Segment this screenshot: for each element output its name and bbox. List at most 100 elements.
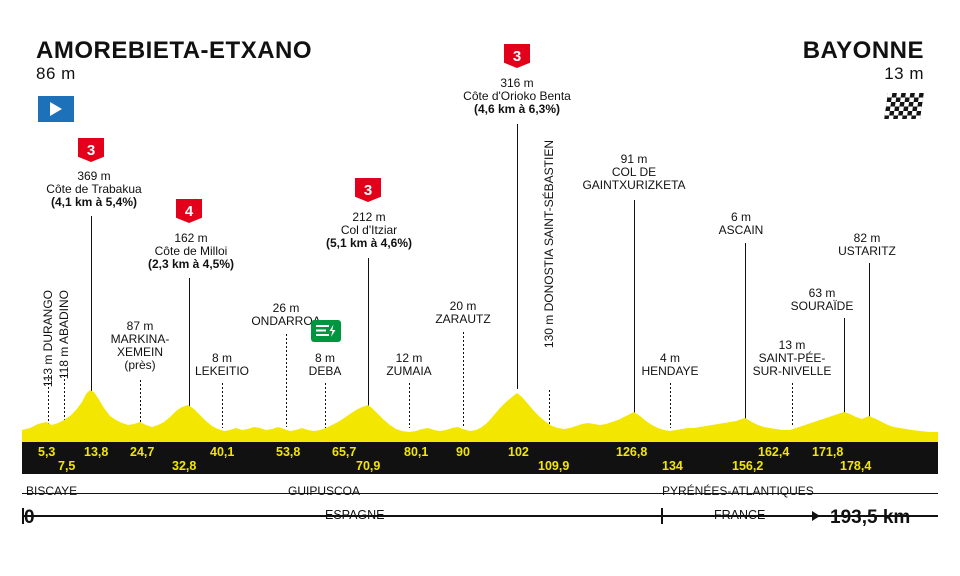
category-chip-itziar-label: 3 [363, 181, 373, 199]
poi-saintpee-name: SAINT-PÉE- [758, 351, 826, 365]
poi-zarautz: 20 m ZARAUTZ [424, 300, 502, 326]
poi-orioko: 316 m Côte d'Orioko Benta (4,6 km à 6,3%… [432, 77, 602, 116]
poi-markina: 87 m MARKINA- XEMEIN (près) [92, 320, 188, 372]
km-marker-53-8: 53,8 [276, 445, 301, 459]
poi-saintpee-name2: SUR-NIVELLE [752, 364, 832, 378]
start-city-block: AMOREBIETA-ETXANO 86 m [36, 38, 312, 84]
poi-orioko-altitude: 316 m [500, 76, 534, 90]
poi-zumaia-altitude: 12 m [395, 351, 423, 365]
distance-scale-line [22, 515, 938, 517]
km-marker-90: 90 [456, 445, 470, 459]
poi-durango-label: 113 m DURANGO [41, 290, 55, 388]
km-marker-80-1: 80,1 [404, 445, 429, 459]
km-marker-40-1: 40,1 [210, 445, 235, 459]
poi-gaintxurizketa-name: COL DE [611, 165, 657, 179]
scale-tick-border [661, 508, 663, 524]
poi-deba-leader [325, 383, 326, 428]
poi-hendaye-name: HENDAYE [641, 364, 699, 378]
poi-souraide-altitude: 63 m [808, 286, 836, 300]
country-espagne: ESPAGNE [325, 508, 385, 522]
scale-start-label: 0 [24, 507, 35, 528]
poi-orioko-spec: (4,6 km à 6,3%) [473, 102, 561, 116]
poi-lekeitio-leader [222, 383, 223, 428]
elevation-profile [0, 380, 960, 442]
category-chip-orioko-label: 3 [512, 47, 522, 65]
poi-zarautz-name: ZARAUTZ [435, 312, 491, 326]
poi-ustaritz-leader [869, 263, 870, 421]
category-chip-itziar: 3 [355, 178, 381, 202]
scale-arrow-icon [812, 511, 820, 521]
poi-itziar: 212 m Col d'Itziar (5,1 km à 4,6%) [290, 211, 448, 250]
poi-hendaye-altitude: 4 m [659, 351, 680, 365]
poi-souraide-leader [844, 318, 845, 422]
poi-lekeitio-name: LEKEITIO [194, 364, 250, 378]
poi-saintpee: 13 m SAINT-PÉE- SUR-NIVELLE [736, 339, 848, 378]
poi-trabakua: 369 m Côte de Trabakua (4,1 km à 5,4%) [10, 170, 178, 209]
poi-ondarroa-name: ONDARROA [251, 314, 321, 328]
poi-deba-name: DEBA [308, 364, 342, 378]
poi-orioko-name: Côte d'Orioko Benta [463, 89, 571, 103]
poi-hendaye-leader [670, 383, 671, 428]
region-pyrenees: PYRÉNÉES-ATLANTIQUES [662, 484, 814, 498]
scale-tick-start [22, 508, 24, 524]
start-city-altitude: 86 m [36, 64, 76, 83]
poi-itziar-altitude: 212 m [352, 210, 386, 224]
km-marker-162-4: 162,4 [758, 445, 790, 459]
km-marker-102: 102 [508, 445, 529, 459]
poi-zumaia-leader [409, 383, 410, 428]
poi-zumaia-name: ZUMAIA [386, 364, 432, 378]
country-france: FRANCE [714, 508, 766, 522]
km-marker-126-8: 126,8 [616, 445, 648, 459]
poi-saintpee-leader [792, 383, 793, 427]
start-city-name: AMOREBIETA-ETXANO [36, 37, 313, 64]
poi-gaintxurizketa-altitude: 91 m [620, 152, 648, 166]
poi-markina-name: MARKINA- [110, 332, 170, 346]
poi-souraide-name: SOURAÏDE [790, 299, 854, 313]
poi-donostia-leader [549, 390, 550, 427]
poi-gaintxurizketa: 91 m COL DE GAINTXURIZKETA [566, 153, 702, 192]
poi-orioko-leader [517, 124, 518, 389]
poi-gaintxurizketa-name2: GAINTXURIZKETA [582, 178, 686, 192]
category-chip-milloi-label: 4 [184, 202, 194, 220]
poi-trabakua-leader [91, 216, 92, 391]
poi-gaintxurizketa-leader [634, 200, 635, 416]
poi-ustaritz: 82 m USTARITZ [824, 232, 910, 258]
category-chip-trabakua: 3 [78, 138, 104, 162]
km-marker-178-4: 178,4 [840, 459, 872, 473]
poi-trabakua-name: Côte de Trabakua [46, 182, 142, 196]
start-flag-icon [38, 96, 74, 122]
poi-ascain-altitude: 6 m [730, 210, 751, 224]
poi-trabakua-spec: (4,1 km à 5,4%) [50, 195, 138, 209]
poi-ascain-name: ASCAIN [718, 223, 764, 237]
km-marker-134: 134 [662, 459, 683, 473]
km-marker-156-2: 156,2 [732, 459, 764, 473]
poi-abadino-label: 118 m ABADINO [57, 290, 71, 380]
poi-donostia-label: 130 m DONOSTIA SAINT-SÉBASTIEN [542, 140, 556, 349]
poi-ondarroa-altitude: 26 m [272, 301, 300, 315]
poi-markina-leader [140, 380, 141, 427]
poi-milloi: 162 m Côte de Milloi (2,3 km à 4,5%) [112, 232, 270, 271]
sprint-icon-deba [311, 320, 341, 342]
scale-end-label: 193,5 km [830, 507, 911, 528]
km-marker-24-7: 24,7 [130, 445, 155, 459]
poi-deba: 8 m DEBA [290, 352, 360, 378]
poi-hendaye: 4 m HENDAYE [630, 352, 710, 378]
poi-markina-name3: (près) [124, 358, 156, 372]
finish-city-name: BAYONNE [802, 37, 924, 64]
poi-saintpee-altitude: 13 m [778, 338, 806, 352]
poi-ustaritz-altitude: 82 m [853, 231, 881, 245]
poi-itziar-leader [368, 258, 369, 409]
finish-city-block: BAYONNE 13 m [803, 38, 924, 84]
poi-ascain-leader [745, 243, 746, 426]
poi-ascain: 6 m ASCAIN [702, 211, 780, 237]
region-biscaye: BISCAYE [26, 484, 78, 498]
category-chip-orioko: 3 [504, 44, 530, 68]
finish-city-altitude: 13 m [884, 64, 924, 83]
km-marker-7-5: 7,5 [58, 459, 76, 473]
poi-milloi-altitude: 162 m [174, 231, 208, 245]
poi-ondarroa: 26 m ONDARROA [238, 302, 334, 328]
poi-milloi-spec: (2,3 km à 4,5%) [147, 257, 235, 271]
poi-zumaia: 12 m ZUMAIA [370, 352, 448, 378]
region-guipuscoa: GUIPUSCOA [288, 484, 361, 498]
